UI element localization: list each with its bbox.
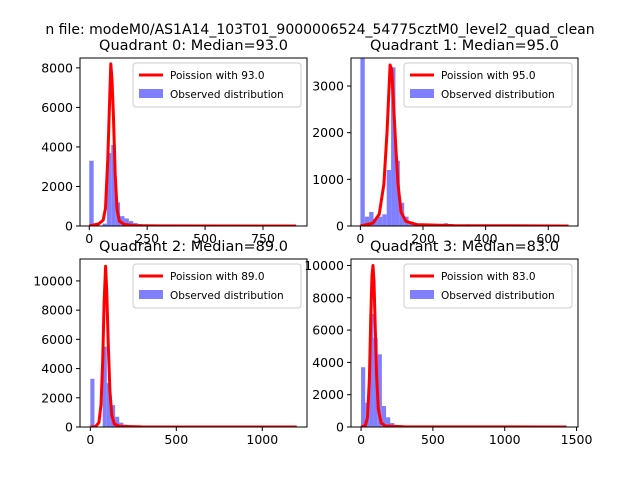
y-tick-label: 4000	[312, 355, 344, 370]
histogram-bar	[120, 216, 125, 226]
axes-frame	[79, 57, 308, 227]
legend-label-poisson: Poission with 89.0	[170, 271, 265, 283]
histogram-bar	[391, 67, 396, 226]
axes-frame	[350, 258, 579, 428]
x-tick-label: 250	[135, 231, 159, 246]
x-tick-label: 0	[357, 432, 365, 447]
legend-swatch-observed	[139, 290, 163, 299]
x-tick-label: 500	[164, 432, 188, 447]
poisson-curve	[90, 264, 297, 427]
histogram-bar	[386, 417, 391, 427]
figure-suptitle: n file: modeM0/AS1A14_103T01_9000006524_…	[45, 22, 594, 38]
axes-frame	[350, 57, 579, 227]
y-tick-label: 8000	[41, 303, 73, 318]
histogram-bar	[381, 406, 387, 427]
x-tick-label: 1500	[561, 432, 593, 447]
histogram-bar	[382, 214, 387, 226]
histogram-bar	[124, 218, 129, 226]
y-tick-label: 2000	[41, 179, 73, 194]
histogram-bar	[106, 383, 111, 427]
legend-box	[403, 263, 573, 309]
y-tick-label: 8000	[312, 290, 344, 305]
y-tick-label: 0	[65, 420, 73, 435]
legend-label-observed: Observed distribution	[170, 89, 284, 101]
histogram-bar	[119, 422, 124, 427]
y-tick-label: 6000	[41, 332, 73, 347]
legend-swatch-observed	[410, 89, 434, 98]
x-tick-label: 0	[85, 231, 93, 246]
legend-box	[403, 62, 573, 108]
x-tick-label: 1000	[246, 432, 278, 447]
legend: Poission with 89.0 Observed distribution	[132, 263, 302, 309]
histogram-bar	[89, 160, 94, 226]
histogram-bar	[364, 216, 370, 226]
y-tick-label: 4000	[41, 139, 73, 154]
panel-title: Quadrant 0: Median=93.0	[99, 38, 288, 54]
y-tick-label: 10000	[33, 273, 73, 288]
histogram-bar	[90, 378, 95, 427]
x-tick-label: 200	[411, 231, 435, 246]
y-tick-label: 0	[65, 219, 73, 234]
y-tick-label: 2000	[312, 125, 344, 140]
histogram-bar	[369, 313, 374, 427]
legend-box	[132, 263, 302, 309]
x-tick-label: 600	[536, 231, 560, 246]
y-tick-label: 0	[336, 420, 344, 435]
histogram-bar	[111, 144, 116, 226]
legend: Poission with 93.0 Observed distribution	[132, 62, 302, 108]
histogram-bar	[373, 219, 378, 226]
histogram-bar	[106, 152, 112, 226]
histogram-bar	[369, 212, 374, 226]
y-tick-label: 3000	[312, 79, 344, 94]
y-tick-label: 2000	[41, 390, 73, 405]
histogram-bar	[102, 223, 107, 226]
panel-0: 0 250 500 750 0 2000 4000 6000 8000 Quadrant 0: M…	[41, 38, 308, 246]
poisson-curve	[360, 264, 567, 427]
legend-label-observed: Observed distribution	[170, 290, 284, 302]
x-tick-label: 500	[193, 231, 217, 246]
panel-title: Quadrant 3: Median=83.0	[370, 239, 559, 255]
axes-frame	[79, 258, 308, 428]
legend-box	[132, 62, 302, 108]
panel-1: 0 200 400 600 0 1000 2000 3000 Quadrant 1: Media…	[312, 38, 579, 246]
y-tick-label: 0	[336, 219, 344, 234]
y-tick-label: 2000	[312, 387, 344, 402]
x-tick-label: 400	[474, 231, 498, 246]
histogram-bar	[377, 354, 382, 427]
y-tick-label: 4000	[41, 361, 73, 376]
x-tick-label: 0	[356, 231, 364, 246]
histogram-bar	[361, 367, 366, 427]
legend-label-poisson: Poission with 95.0	[441, 70, 536, 82]
legend-swatch-observed	[410, 290, 434, 299]
poisson-curve	[360, 63, 569, 226]
x-tick-label: 500	[421, 432, 445, 447]
x-tick-label: 1000	[489, 432, 521, 447]
panel-3: 0 500 1000 1500 0 2000 4000 6000 8000 10000 Quadra…	[304, 239, 592, 447]
legend-label-poisson: Poission with 93.0	[170, 70, 265, 82]
legend-label-observed: Observed distribution	[441, 290, 555, 302]
panel-title: Quadrant 1: Median=95.0	[370, 38, 559, 54]
y-tick-label: 6000	[312, 323, 344, 338]
histogram-bar	[102, 346, 107, 427]
y-tick-label: 1000	[312, 172, 344, 187]
x-tick-label: 0	[86, 432, 94, 447]
y-tick-label: 8000	[41, 60, 73, 75]
legend-swatch-observed	[139, 89, 163, 98]
histogram-bar	[360, 58, 365, 226]
histogram-bar	[115, 416, 120, 427]
x-tick-label: 750	[251, 231, 275, 246]
legend-label-poisson: Poission with 83.0	[441, 271, 536, 283]
y-tick-label: 6000	[41, 100, 73, 115]
poisson-curve	[88, 62, 297, 226]
legend: Poission with 83.0 Observed distribution	[403, 263, 573, 309]
legend: Poission with 95.0 Observed distribution	[403, 62, 573, 108]
histogram-bar	[128, 221, 134, 226]
legend-label-observed: Observed distribution	[441, 89, 555, 101]
histogram-bar	[386, 170, 392, 226]
panel-title: Quadrant 2: Median=89.0	[99, 239, 288, 255]
histogram-bar	[377, 216, 383, 226]
y-tick-label: 10000	[304, 258, 344, 273]
